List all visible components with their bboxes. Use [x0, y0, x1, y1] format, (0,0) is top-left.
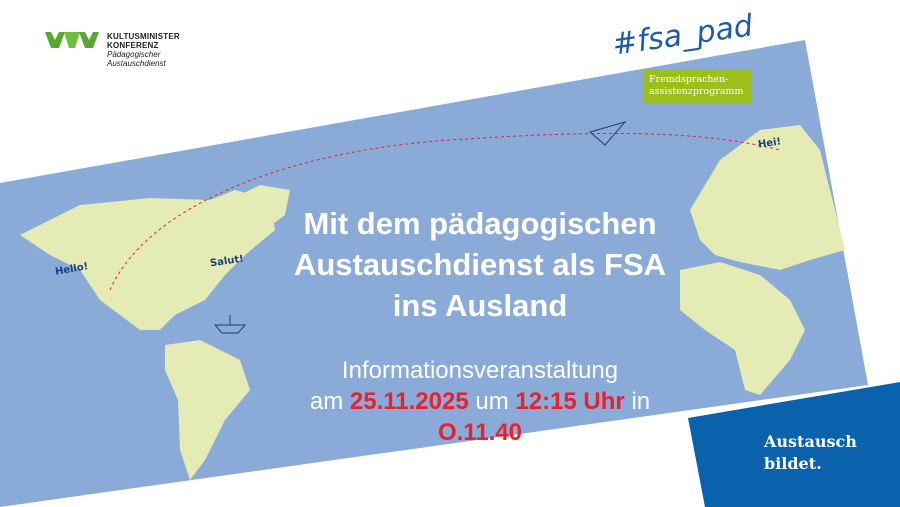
event-info: Informationsveranstaltung am 25.11.2025 …: [250, 355, 710, 448]
info-line1: Informationsveranstaltung: [341, 357, 619, 384]
slogan-line2: bildet.: [764, 454, 822, 473]
kmk-line3: Pädagogischer: [107, 50, 161, 59]
info-mid: um: [475, 388, 509, 415]
title-line3: ins Ausland: [392, 288, 568, 323]
paper-boat-icon: [213, 315, 247, 334]
kmk-line4: Austauschdienst: [107, 59, 166, 68]
blue-corner-box: [688, 382, 900, 507]
kmk-logo-mark: [45, 32, 99, 48]
europe-asia: [690, 125, 845, 270]
program-line2: assistenzprogramm: [649, 86, 744, 97]
event-time: 12:15 Uhr: [515, 388, 625, 415]
event-room: O.11.40: [437, 419, 523, 446]
title-line2: Austauschdienst als FSA: [293, 247, 667, 282]
continents: [20, 125, 845, 480]
kmk-line2: KONFERENZ: [107, 41, 159, 50]
kmk-logo: KULTUSMINISTER KONFERENZ Pädagogischer A…: [45, 32, 180, 68]
paper-plane-icon: [588, 121, 627, 146]
slogan: Austausch bildet.: [764, 431, 857, 475]
info-suffix: in: [631, 388, 651, 415]
title-line1: Mit dem pädagogischen: [303, 206, 657, 241]
flight-route: [109, 132, 781, 291]
event-date: 25.11.2025: [349, 388, 469, 415]
program-line1: Fremdsprachen-: [649, 74, 729, 85]
kmk-line1: KULTUSMINISTER: [107, 32, 180, 41]
south-america: [165, 340, 250, 480]
program-badge: Fremdsprachen- assistenzprogramm: [643, 70, 752, 104]
north-america: [20, 190, 275, 330]
slide-title: Mit dem pädagogischen Austauschdienst al…: [250, 203, 710, 326]
africa: [680, 262, 805, 395]
info-prefix: am: [309, 388, 344, 415]
slogan-line1: Austausch: [764, 432, 857, 451]
greenland: [230, 185, 290, 230]
